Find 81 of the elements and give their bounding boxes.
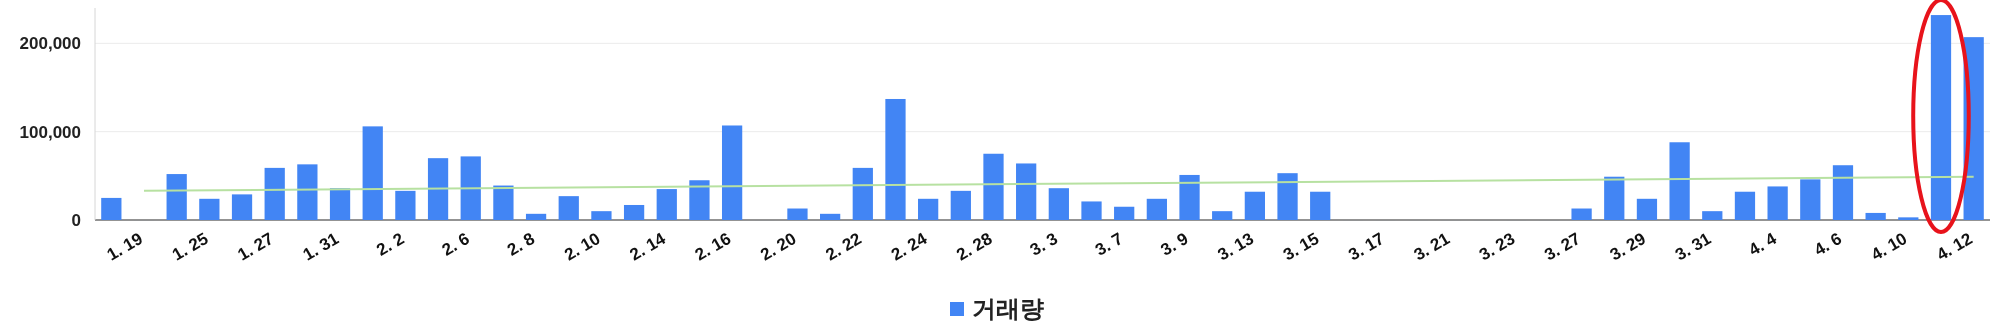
bar xyxy=(1669,142,1690,220)
x-tick-label: 2. 20 xyxy=(757,229,800,265)
bar xyxy=(1146,198,1167,220)
bar xyxy=(1048,188,1069,220)
x-tick-label: 2. 16 xyxy=(691,229,735,265)
bar xyxy=(1081,201,1102,220)
bar xyxy=(1114,206,1135,220)
x-tick-label: 1. 25 xyxy=(169,229,212,265)
bar xyxy=(1865,212,1886,220)
x-tick-label: 3. 23 xyxy=(1476,229,1519,265)
bar xyxy=(525,213,547,220)
x-tick-label: 2. 24 xyxy=(887,228,931,265)
bar xyxy=(1767,186,1788,220)
x-tick-label: 3. 21 xyxy=(1410,229,1453,265)
x-tick-label: 3. 15 xyxy=(1279,229,1323,265)
x-tick-label: 4. 6 xyxy=(1810,229,1845,260)
bar xyxy=(558,196,579,220)
bar xyxy=(460,156,481,220)
x-tick-label: 3. 29 xyxy=(1606,229,1649,265)
bar xyxy=(885,98,906,220)
bar xyxy=(1016,163,1037,220)
x-tick-label: 3. 3 xyxy=(1026,229,1061,260)
bar xyxy=(1702,211,1723,220)
y-tick-label: 200,000 xyxy=(19,34,81,54)
bar xyxy=(1277,173,1298,220)
x-tick-label: 2. 28 xyxy=(953,229,996,265)
x-tick-label: 2. 14 xyxy=(626,228,670,265)
bar xyxy=(297,164,318,220)
bar xyxy=(721,125,743,220)
bar xyxy=(231,194,253,220)
x-tick-label: 3. 13 xyxy=(1214,229,1257,265)
x-tick-label: 4. 10 xyxy=(1868,229,1911,265)
bar xyxy=(591,211,612,220)
bar xyxy=(1179,174,1200,220)
bar xyxy=(264,167,285,220)
bar xyxy=(787,208,808,220)
x-tick-label: 1. 27 xyxy=(234,229,277,265)
bar xyxy=(493,185,514,220)
x-tick-label: 4. 4 xyxy=(1745,228,1781,260)
bar xyxy=(199,198,220,220)
x-tick-label: 3. 27 xyxy=(1541,229,1584,265)
bar xyxy=(362,126,383,220)
bar xyxy=(689,180,710,220)
x-tick-label: 3. 7 xyxy=(1092,229,1127,260)
bar xyxy=(983,153,1004,220)
bar xyxy=(1636,198,1658,220)
x-tick-label: 1. 19 xyxy=(103,229,147,265)
legend-label: 거래량 xyxy=(972,295,1044,322)
bar xyxy=(1898,217,1919,220)
bar xyxy=(918,198,939,220)
x-tick-label: 3. 9 xyxy=(1157,229,1192,260)
bar xyxy=(852,167,873,220)
x-tick-label: 2. 8 xyxy=(504,229,539,260)
x-tick-label: 1. 31 xyxy=(299,229,343,265)
bar xyxy=(395,190,416,220)
bar xyxy=(950,190,971,220)
bar xyxy=(166,174,187,220)
bar xyxy=(427,158,449,220)
bar xyxy=(1832,165,1854,220)
y-tick-label: 100,000 xyxy=(19,122,81,142)
bar xyxy=(1212,211,1233,220)
x-tick-label: 4. 12 xyxy=(1933,229,1976,265)
bar xyxy=(1734,191,1756,220)
bar xyxy=(820,213,841,220)
bar xyxy=(656,189,677,220)
bar xyxy=(1800,179,1821,220)
legend: 거래량 xyxy=(950,295,1044,322)
bar xyxy=(623,204,645,220)
bar xyxy=(329,188,351,220)
x-tick-label: 2. 2 xyxy=(373,229,408,260)
bar xyxy=(101,197,122,220)
bar xyxy=(1571,208,1592,220)
x-tick-label: 3. 17 xyxy=(1345,229,1388,265)
bar xyxy=(1244,191,1265,220)
y-tick-label: 0 xyxy=(71,211,81,230)
x-tick-label: 3. 31 xyxy=(1672,229,1715,265)
bar xyxy=(1604,176,1625,220)
x-tick-label: 2. 6 xyxy=(438,229,473,260)
bar xyxy=(1310,191,1331,220)
x-tick-label: 2. 10 xyxy=(561,229,604,265)
x-tick-label: 2. 22 xyxy=(822,229,865,265)
